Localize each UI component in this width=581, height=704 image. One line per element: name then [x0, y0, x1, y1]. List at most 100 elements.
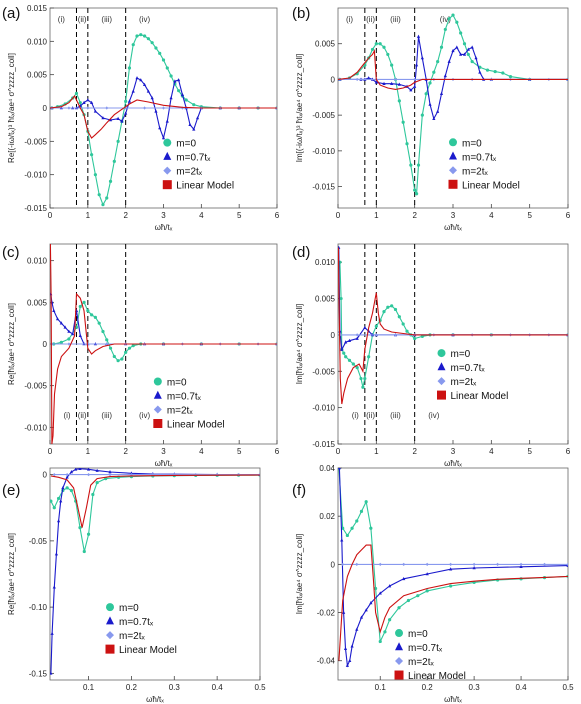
data-point [131, 89, 135, 93]
data-point [542, 562, 547, 566]
data-point [101, 203, 105, 207]
data-point [120, 357, 124, 361]
region-label: (iv) [139, 411, 150, 420]
data-point [67, 329, 71, 333]
legend-label: Linear Model [119, 645, 177, 656]
data-point [393, 77, 398, 82]
data-point [462, 52, 467, 56]
data-point [142, 34, 147, 38]
data-point [420, 56, 424, 60]
data-point [116, 139, 120, 143]
data-point [65, 473, 69, 477]
legend-marker [153, 390, 162, 399]
data-point [177, 78, 181, 82]
series-group [50, 468, 260, 675]
data-point [86, 98, 90, 102]
data-point [405, 142, 409, 146]
data-point [345, 663, 349, 667]
data-point [169, 74, 173, 78]
data-point [342, 610, 346, 614]
data-point [406, 598, 411, 603]
data-point [65, 475, 69, 479]
x-tick-label: 6 [275, 447, 280, 456]
data-point [345, 533, 349, 538]
panel-a: 0 1 2 3 4 5 6 -0.015 -0.010 -0.005 0 0.005 0.010 0.01… [2, 4, 280, 232]
data-point [124, 99, 128, 103]
data-point [566, 563, 568, 567]
data-point [347, 358, 352, 362]
legend-label: m=2tₓ [462, 166, 489, 177]
y-tick-label: 0.005 [315, 295, 336, 304]
data-point [90, 313, 94, 317]
data-point [364, 608, 368, 612]
data-point [382, 310, 386, 314]
series-line-m-0-7t-x [50, 468, 260, 674]
data-point [472, 562, 476, 566]
y-tick-label: -0.005 [24, 382, 47, 391]
y-tick-label: 0 [43, 104, 48, 113]
y-axis-label: Re[ħtₓ/ae⁴ σ^zzzz_coll] [7, 533, 16, 615]
data-point [173, 79, 177, 83]
data-point [165, 66, 169, 70]
legend-label: Linear Model [176, 181, 234, 192]
y-tick-label: 0.005 [27, 71, 48, 80]
data-point [105, 338, 109, 342]
data-point [378, 42, 382, 46]
series-line-m-0 [338, 468, 568, 644]
data-point [343, 646, 348, 650]
data-point [127, 99, 132, 103]
data-point [447, 17, 451, 21]
data-point [131, 344, 135, 348]
data-point [95, 468, 99, 472]
y-axis-label: Im[ħtₓ/ae⁴ σ^zzzz_coll] [295, 534, 304, 615]
data-point [420, 113, 424, 117]
data-point [78, 333, 82, 337]
x-tick-label: 0 [48, 211, 53, 220]
data-point [355, 366, 359, 370]
data-point [388, 618, 392, 622]
x-tick-label: 1 [374, 211, 379, 220]
y-axis-label: Im[(-iω/tₓ)³ ħtₓ/ae⁴ σ^zzzz_coll] [295, 54, 304, 163]
x-tick-label: 0.5 [254, 683, 266, 692]
data-point [86, 473, 91, 477]
legend-label: m=2tₓ [167, 406, 194, 417]
panel-label: (b) [292, 5, 310, 22]
data-point [93, 315, 97, 319]
x-axis-label: ωħ/tₓ [155, 223, 173, 232]
y-tick-label: -0.02 [317, 609, 336, 618]
data-point [466, 52, 470, 57]
data-point [425, 562, 429, 566]
y-tick-label: 0.010 [315, 258, 336, 267]
region-label: (iii) [390, 411, 401, 420]
y-tick-label: 0.005 [27, 298, 48, 307]
data-point [386, 52, 390, 57]
data-point [338, 468, 342, 470]
series-line-linear-model [338, 48, 568, 90]
y-tick-label: -0.005 [24, 137, 47, 146]
legend-label: m=0 [119, 603, 139, 614]
data-point [355, 627, 359, 631]
data-point [78, 101, 82, 105]
region-label: (iv) [139, 15, 150, 24]
x-tick-label: 2 [123, 211, 128, 220]
data-point [432, 116, 436, 120]
y-tick-label: -0.005 [312, 367, 335, 376]
data-point [390, 304, 394, 308]
data-point [359, 509, 364, 513]
data-point [91, 492, 95, 497]
x-tick-label: 0.1 [83, 683, 95, 692]
data-point [401, 322, 405, 326]
data-point [129, 471, 134, 475]
data-point [397, 606, 401, 610]
data-point [165, 119, 169, 123]
data-point [344, 355, 348, 359]
data-point [355, 562, 359, 566]
x-tick-label: 0.4 [212, 683, 224, 692]
legend-marker [437, 362, 446, 371]
data-point [180, 92, 185, 96]
data-point [416, 163, 421, 167]
series-line-linear-model [338, 247, 568, 405]
legend-label: m=0 [167, 378, 187, 389]
data-point [142, 106, 147, 110]
